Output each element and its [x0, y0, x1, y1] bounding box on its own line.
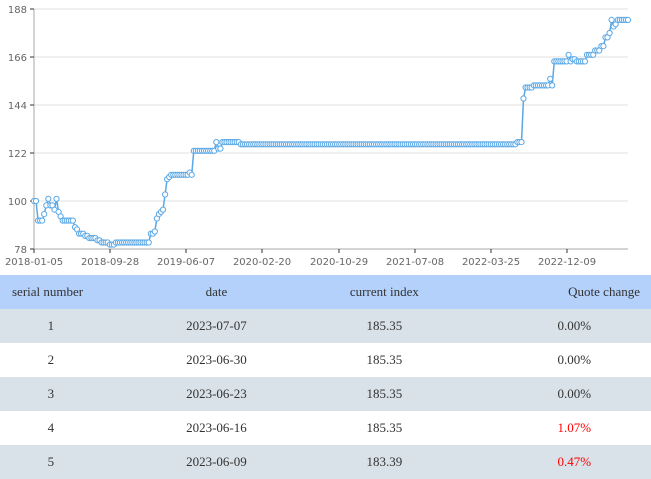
y-tick-label: 144 — [8, 101, 27, 112]
x-tick-label: 2022-12-09 — [538, 257, 596, 268]
x-tick-label: 2021-07-08 — [386, 257, 444, 268]
data-point-marker — [520, 95, 527, 102]
cell-change: 0.00% — [557, 318, 592, 333]
x-tick-label: 2018-09-28 — [81, 257, 139, 268]
y-tick-label: 122 — [8, 149, 27, 160]
data-point-marker — [39, 217, 46, 224]
header-serial-number: serial number — [12, 284, 84, 299]
y-axis: 188 166 144 122 100 78 — [8, 5, 35, 256]
data-point-marker — [624, 16, 632, 23]
cell-date: 2023-06-30 — [186, 352, 247, 367]
cell-serial: 3 — [47, 386, 55, 401]
header-quote-change: Quote change — [568, 284, 640, 299]
cell-date: 2023-06-09 — [186, 454, 247, 469]
table-row: 4 2023-06-16 185.35 1.07% — [0, 411, 651, 445]
x-tick-label: 2019-06-07 — [157, 257, 215, 268]
cell-serial: 1 — [47, 318, 55, 333]
cell-change: 1.07% — [557, 420, 592, 435]
y-tick-label: 100 — [8, 197, 27, 208]
data-point-marker — [549, 82, 556, 89]
data-point-marker — [53, 195, 60, 202]
y-tick-label: 188 — [8, 5, 27, 16]
cell-date: 2023-07-07 — [186, 318, 247, 333]
data-point-marker — [581, 58, 589, 65]
table-row: 5 2023-06-09 183.39 0.47% — [0, 445, 651, 479]
x-axis: 2018-01-05 2018-09-28 2019-06-07 2020-02… — [5, 248, 628, 268]
series-line — [34, 19, 628, 246]
header-current-index: current index — [349, 284, 419, 299]
cell-index: 185.35 — [366, 420, 403, 435]
cell-date: 2023-06-23 — [186, 386, 247, 401]
data-point-marker — [69, 217, 77, 224]
x-tick-label: 2020-02-20 — [233, 257, 291, 268]
data-point-marker — [32, 197, 40, 205]
cell-index: 183.39 — [366, 454, 403, 469]
x-tick-label: 2020-10-29 — [310, 257, 368, 268]
cell-date: 2023-06-16 — [186, 420, 247, 435]
data-point-marker — [188, 171, 195, 178]
cell-serial: 4 — [47, 420, 55, 435]
series-markers — [30, 16, 632, 248]
data-point-marker — [600, 43, 607, 50]
data-point-marker — [547, 75, 554, 82]
cell-index: 185.35 — [366, 318, 403, 333]
cell-index: 185.35 — [366, 352, 403, 367]
cell-index: 185.35 — [366, 386, 403, 401]
data-point-marker — [159, 206, 167, 213]
x-tick-label: 2022-03-25 — [462, 257, 520, 268]
data-point-marker — [608, 16, 615, 23]
table-row: 1 2023-07-07 185.35 0.00% — [0, 309, 651, 343]
cell-serial: 2 — [47, 352, 55, 367]
data-point-marker — [151, 228, 158, 235]
data-point-marker — [145, 239, 152, 246]
cell-change: 0.00% — [557, 386, 592, 401]
data-point-marker — [565, 51, 572, 58]
x-tick-label: 2018-01-05 — [5, 257, 63, 268]
y-grid — [34, 8, 628, 202]
table-header-row: serial number date current index Quote c… — [0, 275, 651, 309]
cell-serial: 5 — [47, 454, 55, 469]
table-row: 3 2023-06-23 185.35 0.00% — [0, 377, 651, 411]
data-point-marker — [213, 139, 220, 146]
data-point-marker — [45, 195, 52, 202]
data-point-marker — [41, 211, 48, 218]
y-tick-label: 166 — [8, 53, 27, 64]
cell-change: 0.47% — [557, 454, 592, 469]
data-point-marker — [606, 29, 613, 37]
data-point-marker — [217, 145, 224, 152]
data-point-marker — [162, 191, 169, 198]
data-point-marker — [518, 139, 525, 146]
data-table: serial number date current index Quote c… — [0, 275, 651, 479]
cell-change: 0.00% — [557, 352, 592, 367]
line-chart: 188 166 144 122 100 78 2018-01-05 2018-0… — [5, 5, 632, 268]
header-date: date — [205, 284, 228, 299]
table-row: 2 2023-06-30 185.35 0.00% — [0, 343, 651, 377]
y-tick-label: 78 — [14, 245, 27, 256]
